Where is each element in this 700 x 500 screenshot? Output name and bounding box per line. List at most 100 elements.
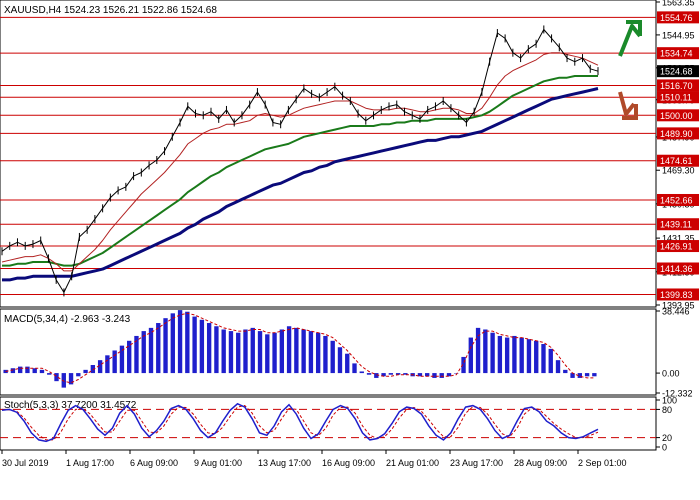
macd-tick-label: 0.00 bbox=[662, 369, 680, 379]
stoch-tick-label: 20 bbox=[662, 433, 672, 443]
macd-bar bbox=[570, 373, 575, 378]
macd-bar bbox=[228, 331, 234, 374]
time-tick-label: 16 Aug 09:00 bbox=[322, 458, 375, 468]
ohlc-label: 1524.23 1526.21 1522.86 1524.68 bbox=[64, 5, 217, 16]
level-label-bg bbox=[657, 193, 699, 206]
macd-bar bbox=[97, 360, 103, 374]
macd-bar bbox=[584, 373, 590, 377]
level-label: 1510.11 bbox=[660, 93, 692, 103]
macd-bar bbox=[221, 329, 226, 374]
macd-bar bbox=[381, 373, 386, 377]
stoch-panel-frame bbox=[0, 396, 657, 451]
time-tick-label: 6 Aug 09:00 bbox=[130, 458, 178, 468]
time-tick-label: 13 Aug 17:00 bbox=[258, 458, 311, 468]
macd-bar bbox=[54, 373, 59, 382]
stoch-tick-label: 0 bbox=[662, 443, 667, 453]
macd-panel[interactable]: MACD(5,34,4) -2.963 -3.243 38.446 0.00 -12… bbox=[0, 307, 693, 399]
macd-bar bbox=[475, 327, 481, 374]
macd-bar bbox=[388, 373, 394, 375]
macd-axis: 38.446 0.00 -12.332 bbox=[656, 307, 693, 399]
macd-bar bbox=[25, 366, 30, 374]
current-price-bg bbox=[657, 65, 699, 78]
macd-bar bbox=[403, 373, 408, 375]
price-tick-label: 1393.95 bbox=[662, 301, 695, 311]
level-label: 1516.70 bbox=[660, 81, 693, 91]
macd-bar bbox=[526, 339, 532, 374]
macd-bar bbox=[156, 323, 161, 374]
price-tick-label: 1431.35 bbox=[662, 234, 695, 244]
level-label-bg bbox=[657, 154, 699, 167]
macd-bar bbox=[577, 373, 583, 378]
macd-bar bbox=[265, 334, 270, 374]
time-tick-label: 21 Aug 01:00 bbox=[386, 458, 439, 468]
macd-bar bbox=[315, 332, 321, 374]
level-label: 1439.11 bbox=[660, 220, 692, 230]
current-price-label: 1524.68 bbox=[660, 67, 693, 77]
symbol-label: XAUUSD,H4 bbox=[4, 5, 62, 16]
macd-bar bbox=[548, 348, 553, 374]
macd-bar bbox=[541, 344, 546, 374]
macd-bar bbox=[206, 323, 212, 374]
macd-bar bbox=[352, 363, 357, 374]
level-label: 1489.90 bbox=[660, 129, 693, 139]
macd-bar bbox=[148, 327, 154, 374]
macd-bar bbox=[555, 360, 561, 374]
time-tick-label: 2 Sep 01:00 bbox=[578, 458, 627, 468]
macd-bar bbox=[112, 350, 117, 374]
level-label-bg bbox=[657, 109, 699, 122]
macd-bar bbox=[214, 326, 219, 374]
stoch-signal-line bbox=[1, 405, 599, 441]
time-tick-label: 23 Aug 17:00 bbox=[450, 458, 503, 468]
level-label-bg bbox=[657, 79, 699, 92]
main-price-panel[interactable]: XAUUSD,H4 1524.23 1526.21 1522.86 1524.6… bbox=[0, 0, 699, 311]
macd-bar bbox=[90, 365, 96, 374]
time-axis: 30 Jul 2019 1 Aug 17:00 6 Aug 09:00 9 Aug 0… bbox=[1, 450, 627, 468]
macd-bar bbox=[185, 311, 190, 374]
macd-bar bbox=[534, 340, 539, 374]
macd-bar bbox=[519, 337, 524, 374]
price-line bbox=[1, 29, 599, 293]
macd-bar bbox=[308, 331, 314, 374]
macd-bar bbox=[257, 331, 263, 374]
main-panel-frame bbox=[0, 0, 657, 308]
level-label-bg bbox=[657, 262, 699, 275]
macd-bar bbox=[127, 340, 132, 374]
level-label: 1452.66 bbox=[660, 195, 693, 205]
macd-bar bbox=[323, 335, 328, 374]
macd-bar bbox=[454, 373, 459, 374]
support-resistance-levels bbox=[0, 16, 656, 295]
macd-bar bbox=[366, 373, 372, 375]
level-labels: 1554.76 1534.74 1516.70 1510.11 1500.00 1489.… bbox=[657, 11, 699, 301]
level-label: 1500.00 bbox=[660, 111, 693, 121]
level-label: 1426.91 bbox=[660, 242, 693, 252]
macd-bar bbox=[497, 335, 503, 374]
price-series bbox=[1, 25, 599, 297]
price-tick-label: 1563.35 bbox=[662, 0, 695, 8]
ma-mid-line bbox=[2, 75, 598, 267]
macd-bar bbox=[286, 326, 292, 374]
macd-bar bbox=[141, 331, 146, 374]
level-label: 1474.61 bbox=[660, 156, 693, 166]
macd-bar bbox=[199, 319, 205, 374]
macd-bar bbox=[490, 332, 495, 374]
macd-bar bbox=[10, 368, 16, 374]
macd-histogram bbox=[3, 310, 597, 388]
macd-bar bbox=[243, 329, 248, 374]
stoch-tick-label: 80 bbox=[662, 405, 672, 415]
arrow-down-icon bbox=[618, 91, 638, 120]
macd-panel-frame bbox=[0, 308, 657, 396]
macd-bar bbox=[345, 353, 350, 374]
macd-bar bbox=[563, 369, 568, 374]
macd-bar bbox=[468, 337, 473, 374]
macd-bar bbox=[177, 310, 183, 374]
stoch-main-line bbox=[1, 402, 599, 443]
macd-signal bbox=[5, 312, 595, 384]
macd-bar bbox=[395, 373, 401, 375]
level-label: 1399.83 bbox=[660, 290, 693, 300]
time-tick-label: 28 Aug 09:00 bbox=[514, 458, 567, 468]
macd-bar bbox=[163, 318, 168, 374]
macd-bar bbox=[330, 340, 335, 374]
